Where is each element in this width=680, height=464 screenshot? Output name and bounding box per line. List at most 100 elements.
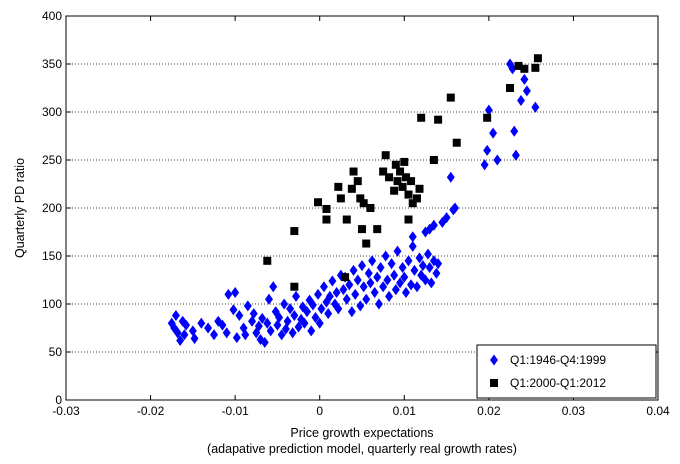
data-point-square	[359, 199, 368, 208]
y-tick-label: 300	[42, 105, 62, 119]
legend-box	[476, 344, 657, 399]
data-point-diamond	[210, 329, 218, 341]
data-point-diamond	[277, 329, 286, 341]
x-tick-label: 0.04	[646, 404, 670, 418]
data-point-diamond	[345, 279, 354, 291]
data-point-square	[347, 184, 356, 193]
legend-square-marker	[490, 379, 498, 387]
data-point-diamond	[510, 125, 519, 137]
data-point-diamond	[483, 144, 492, 156]
data-point-square	[322, 215, 331, 224]
data-point-square	[483, 113, 492, 122]
x-tick-label: -0.01	[221, 404, 249, 418]
y-tick-labels: 0 50 100 150 200 250 300 350 400	[42, 9, 62, 407]
data-point-diamond	[427, 277, 436, 289]
data-point-diamond	[381, 250, 390, 262]
data-point-diamond	[314, 288, 322, 300]
data-point-diamond	[224, 288, 233, 300]
data-point-diamond	[171, 310, 180, 322]
data-point-diamond	[315, 317, 324, 329]
data-point-diamond	[351, 288, 360, 300]
data-point-square	[391, 160, 400, 169]
data-point-diamond	[260, 336, 269, 348]
y-tick-label: 100	[42, 297, 62, 311]
data-point-square	[366, 204, 375, 212]
data-point-diamond	[383, 274, 392, 286]
data-point-square	[290, 227, 299, 236]
y-tick-label: 400	[42, 9, 62, 23]
data-point-diamond	[376, 262, 385, 274]
data-point-diamond	[254, 320, 263, 332]
y-tick-label: 0	[55, 393, 62, 407]
legend-label-2000-2012: Q1:2000-Q1:2012	[510, 376, 606, 390]
data-point-square	[322, 204, 331, 213]
data-point-square	[334, 182, 343, 191]
data-point-square	[506, 84, 514, 92]
data-point-square	[353, 177, 362, 186]
data-point-diamond	[429, 255, 438, 267]
data-point-diamond	[480, 159, 489, 171]
data-point-diamond	[362, 293, 371, 305]
data-point-diamond	[520, 73, 529, 85]
data-point-diamond	[173, 327, 182, 339]
data-point-square	[408, 199, 417, 208]
data-point-diamond	[266, 325, 275, 337]
data-point-diamond	[222, 327, 231, 339]
x-axis-label: Price growth expectations	[290, 426, 433, 440]
data-point-diamond	[390, 269, 399, 281]
data-point-diamond	[400, 271, 409, 283]
data-point-diamond	[408, 240, 417, 252]
data-point-square	[429, 156, 438, 164]
data-point-square	[514, 61, 523, 70]
data-point-diamond	[235, 310, 244, 322]
data-point-diamond	[283, 315, 292, 327]
data-point-diamond	[373, 271, 382, 283]
x-tick-label: 0.02	[477, 404, 501, 418]
data-point-diamond	[303, 306, 311, 318]
data-point-diamond	[379, 281, 388, 293]
y-tick-label: 250	[42, 153, 62, 167]
data-point-diamond	[231, 286, 240, 298]
data-point-diamond	[281, 323, 290, 335]
data-point-diamond	[273, 319, 282, 331]
data-point-diamond	[319, 281, 328, 293]
data-point-diamond	[342, 293, 351, 305]
data-point-diamond	[190, 333, 199, 345]
data-point-diamond	[387, 258, 396, 270]
data-point-diamond	[275, 311, 284, 323]
data-point-diamond	[349, 264, 358, 276]
data-point-diamond	[368, 255, 377, 267]
data-point-diamond	[396, 277, 405, 289]
data-point-diamond	[197, 317, 206, 329]
data-point-diamond	[311, 311, 320, 323]
data-point-square	[341, 273, 350, 282]
data-point-square	[362, 239, 371, 248]
data-point-diamond	[176, 334, 185, 346]
data-point-diamond	[393, 245, 402, 257]
data-point-diamond	[288, 327, 297, 339]
data-point-diamond	[402, 286, 410, 298]
data-point-diamond	[408, 231, 417, 243]
data-point-diamond	[325, 290, 334, 302]
data-point-diamond	[404, 255, 413, 267]
data-point-diamond	[423, 248, 432, 260]
data-point-diamond	[425, 262, 434, 274]
data-point-diamond	[300, 317, 309, 329]
legend-diamond-marker	[490, 354, 498, 366]
y-tick-label: 200	[42, 201, 62, 215]
data-point-square	[342, 215, 351, 224]
data-point-diamond	[218, 319, 227, 331]
data-point-diamond	[353, 274, 362, 286]
data-point-diamond	[332, 286, 341, 298]
data-point-diamond	[347, 306, 356, 318]
data-point-diamond	[358, 260, 366, 272]
data-point-diamond	[511, 149, 520, 161]
data-point-diamond	[269, 281, 278, 293]
data-point-square	[404, 190, 413, 199]
data-point-diamond	[249, 308, 258, 320]
data-point-square	[434, 115, 443, 124]
x-tick-label: -0.03	[52, 404, 80, 418]
data-point-square	[401, 173, 410, 182]
data-point-diamond	[421, 274, 430, 286]
